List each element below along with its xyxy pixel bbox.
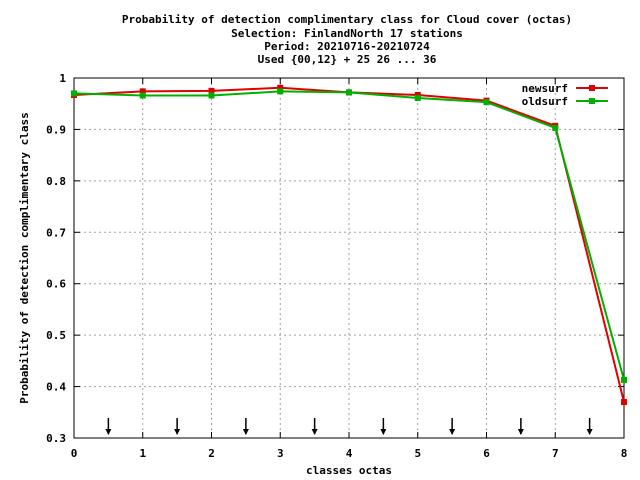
y-tick-label: 0.5 — [46, 329, 66, 342]
y-tick-label: 0.7 — [46, 226, 66, 239]
x-tick-label: 8 — [621, 447, 628, 460]
oldsurf-point — [139, 92, 146, 99]
legend-label-oldsurf: oldsurf — [522, 95, 568, 108]
title-line-2: Selection: FinlandNorth 17 stations — [231, 27, 463, 40]
x-axis-label: classes octas — [306, 464, 392, 477]
y-tick-label: 1 — [59, 72, 66, 85]
x-tick-label: 3 — [277, 447, 284, 460]
x-tick-label: 2 — [208, 447, 215, 460]
y-tick-label: 0.8 — [46, 175, 66, 188]
title-line-4: Used {00,12} + 25 26 ... 36 — [258, 53, 437, 66]
title-line-1: Probability of detection complimentary c… — [122, 13, 572, 26]
series-group — [71, 84, 627, 405]
boundary-arrow — [311, 418, 318, 435]
newsurf-point — [208, 87, 215, 94]
oldsurf-point — [71, 90, 77, 97]
y-tick-label: 0.3 — [46, 432, 66, 445]
title-line-3: Period: 20210716-20210724 — [264, 40, 430, 53]
class-boundary-arrows — [105, 418, 593, 435]
x-tick-label: 5 — [414, 447, 421, 460]
y-tick-label: 0.4 — [46, 381, 66, 394]
boundary-arrow — [380, 418, 387, 435]
boundary-arrow — [517, 418, 524, 435]
boundary-arrow — [105, 418, 112, 435]
oldsurf-point — [621, 376, 627, 383]
boundary-arrow — [586, 418, 593, 435]
oldsurf-point — [552, 124, 559, 131]
boundary-arrow — [449, 418, 456, 435]
x-tick-label: 6 — [483, 447, 490, 460]
boundary-arrow — [174, 418, 181, 435]
x-tick-label: 4 — [346, 447, 353, 460]
y-axis-label: Probability of detection complimentary c… — [18, 112, 31, 403]
y-tick-label: 0.9 — [46, 123, 66, 136]
newsurf-point — [139, 88, 146, 95]
legend-marker-oldsurf — [589, 98, 595, 104]
newsurf-point — [621, 399, 627, 405]
series-oldsurf — [71, 88, 627, 383]
legend-marker-newsurf — [589, 85, 595, 91]
x-tick-label: 7 — [552, 447, 559, 460]
oldsurf-point — [483, 99, 490, 106]
newsurf-point — [414, 91, 421, 98]
axis-ticks: 0 1 2 3 4 5 6 7 8 0.3 0.4 0.5 0.6 0.7 0.8 0.9 1 — [46, 72, 627, 460]
grid — [74, 78, 624, 438]
x-tick-label: 1 — [139, 447, 146, 460]
legend-label-newsurf: newsurf — [522, 82, 568, 95]
boundary-arrow — [242, 418, 249, 435]
oldsurf-point — [277, 88, 284, 95]
y-tick-label: 0.6 — [46, 278, 66, 291]
newsurf-point — [277, 84, 284, 91]
oldsurf-point — [346, 89, 352, 96]
chart-title: Probability of detection complimentary c… — [122, 13, 572, 66]
oldsurf-point — [208, 92, 215, 99]
oldsurf-point — [414, 95, 421, 102]
x-tick-label: 0 — [71, 447, 78, 460]
